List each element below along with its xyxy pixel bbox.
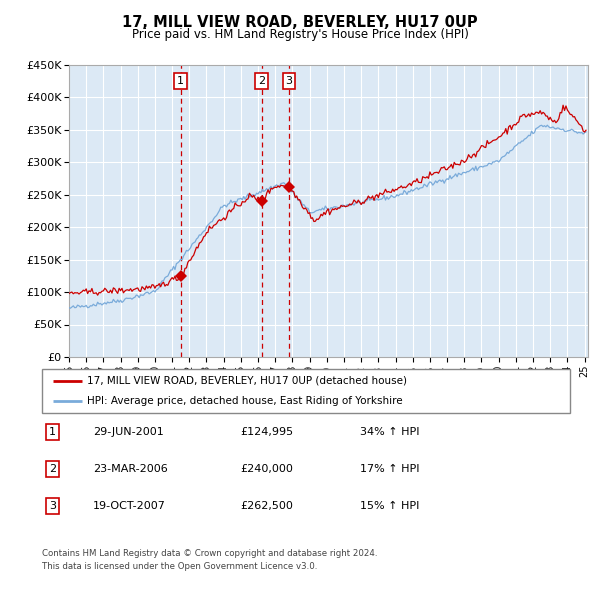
Text: 19-OCT-2007: 19-OCT-2007 [93,502,166,511]
FancyBboxPatch shape [42,369,570,413]
Text: 17, MILL VIEW ROAD, BEVERLEY, HU17 0UP: 17, MILL VIEW ROAD, BEVERLEY, HU17 0UP [122,15,478,30]
Text: 17% ↑ HPI: 17% ↑ HPI [360,464,419,474]
Text: 2: 2 [258,76,265,86]
Text: 1: 1 [177,76,184,86]
Text: £240,000: £240,000 [240,464,293,474]
Text: 29-JUN-2001: 29-JUN-2001 [93,427,164,437]
Text: 3: 3 [49,502,56,511]
Text: HPI: Average price, detached house, East Riding of Yorkshire: HPI: Average price, detached house, East… [87,396,403,406]
Text: 2: 2 [49,464,56,474]
Text: 15% ↑ HPI: 15% ↑ HPI [360,502,419,511]
Text: 34% ↑ HPI: 34% ↑ HPI [360,427,419,437]
Text: 1: 1 [49,427,56,437]
Text: 23-MAR-2006: 23-MAR-2006 [93,464,168,474]
Text: 3: 3 [286,76,292,86]
Text: 17, MILL VIEW ROAD, BEVERLEY, HU17 0UP (detached house): 17, MILL VIEW ROAD, BEVERLEY, HU17 0UP (… [87,376,407,386]
Text: This data is licensed under the Open Government Licence v3.0.: This data is licensed under the Open Gov… [42,562,317,571]
Text: Price paid vs. HM Land Registry's House Price Index (HPI): Price paid vs. HM Land Registry's House … [131,28,469,41]
Text: £262,500: £262,500 [240,502,293,511]
Text: Contains HM Land Registry data © Crown copyright and database right 2024.: Contains HM Land Registry data © Crown c… [42,549,377,558]
Text: £124,995: £124,995 [240,427,293,437]
